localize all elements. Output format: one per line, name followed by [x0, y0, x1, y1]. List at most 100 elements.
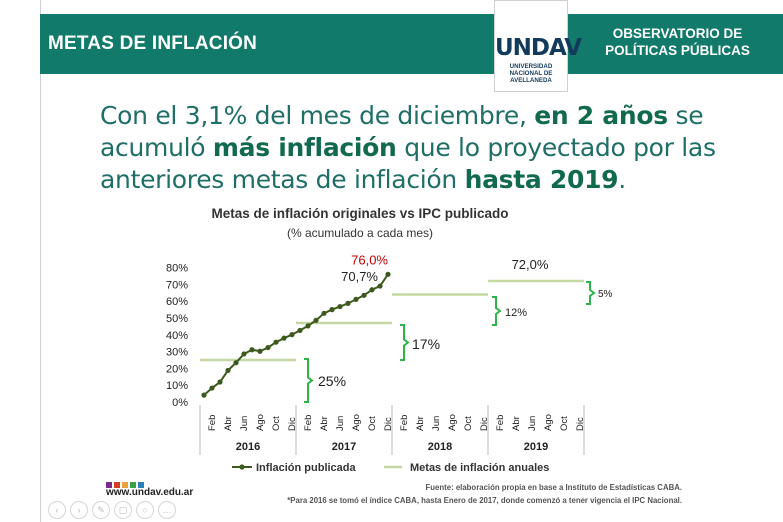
- headline-bold-3: hasta 2019: [464, 165, 619, 194]
- x-tick-label: Ago: [255, 414, 266, 431]
- copy-icon[interactable]: ▢: [114, 501, 132, 519]
- data-point: [273, 339, 279, 345]
- x-tick-label: Feb: [399, 415, 410, 431]
- data-point: [321, 310, 327, 316]
- observatorio-title: OBSERVATORIO DE POLÍTICAS PÚBLICAS: [575, 25, 780, 59]
- bracket: [586, 281, 596, 305]
- logo-line-2: NACIONAL DE: [509, 70, 553, 77]
- year-label: 2016: [236, 441, 260, 453]
- y-tick-label: 40%: [166, 330, 188, 342]
- year-label: 2017: [332, 441, 356, 453]
- headline: Con el 3,1% del mes de diciembre, en 2 a…: [100, 100, 780, 196]
- x-tick-label: Feb: [207, 415, 218, 431]
- website-url: www.undav.edu.ar: [106, 487, 194, 498]
- x-tick-label: Oct: [271, 416, 282, 431]
- data-point: [361, 292, 367, 298]
- prev-icon[interactable]: ‹: [48, 501, 66, 519]
- x-tick-label: Oct: [367, 416, 378, 431]
- x-tick-label: Jun: [239, 416, 250, 431]
- data-point: [257, 348, 263, 354]
- data-point: [377, 283, 383, 289]
- y-tick-label: 20%: [166, 363, 188, 375]
- x-tick-label: Feb: [303, 415, 314, 431]
- data-point: [201, 392, 207, 398]
- headline-part-3: que lo proyectado por las anteriores met…: [100, 133, 716, 194]
- brand-color-dots: [106, 475, 146, 493]
- footnote: *Para 2016 se tomó el índice CABA, hasta…: [287, 496, 682, 505]
- slide-left-rule: [40, 0, 41, 522]
- data-point: [305, 323, 311, 329]
- y-tick-label: 50%: [166, 313, 188, 325]
- data-point: [313, 317, 319, 323]
- more-icon[interactable]: …: [158, 501, 176, 519]
- y-tick-label: 60%: [166, 296, 188, 308]
- data-point: [281, 335, 287, 341]
- data-point: [249, 347, 255, 353]
- next-icon[interactable]: ›: [70, 501, 88, 519]
- legend-series-label: Inflación publicada: [256, 462, 357, 474]
- chart-title: Metas de inflación originales vs IPC pub…: [211, 206, 509, 221]
- target-label: 25%: [318, 373, 346, 389]
- x-tick-label: Abr: [319, 416, 330, 431]
- logo-line-3: AVELLANEDA: [510, 77, 552, 84]
- y-tick-label: 30%: [166, 347, 188, 359]
- data-point: [289, 332, 295, 338]
- x-tick-label: Abr: [223, 416, 234, 431]
- y-tick-label: 80%: [166, 263, 188, 275]
- x-tick-label: Dic: [383, 417, 394, 431]
- data-point: [369, 287, 375, 293]
- data-point: [385, 271, 391, 277]
- x-tick-label: Oct: [559, 416, 570, 431]
- data-point: [297, 327, 303, 334]
- data-point: [233, 360, 239, 366]
- y-tick-label: 70%: [166, 279, 188, 291]
- data-point: [353, 296, 359, 302]
- target-label: 12%: [505, 307, 527, 319]
- annotation-label: 70,7%: [341, 269, 378, 284]
- slide-nav-controls: ‹ › ✎ ▢ ○…: [48, 500, 180, 519]
- year-label: 2019: [524, 441, 548, 453]
- chart-subtitle: (% acumulado a cada mes): [286, 226, 434, 240]
- x-tick-label: Ago: [351, 414, 362, 431]
- source-note: Fuente: elaboración propia en base a Ins…: [425, 483, 682, 492]
- legend-target-label: Metas de inflación anuales: [410, 462, 549, 474]
- pen-icon[interactable]: ✎: [92, 501, 110, 519]
- zoom-icon[interactable]: ○: [136, 501, 154, 519]
- target-label: 5%: [598, 289, 613, 300]
- data-point: [265, 344, 271, 351]
- page-title: METAS DE INFLACIÓN: [48, 33, 258, 54]
- observatorio-line-1: OBSERVATORIO DE: [612, 26, 743, 41]
- headline-part-2: se acumuló: [100, 101, 704, 162]
- bracket: [492, 296, 502, 326]
- x-tick-label: Dic: [287, 417, 298, 431]
- x-tick-label: Dic: [575, 417, 586, 431]
- x-tick-label: Ago: [543, 414, 554, 431]
- x-tick-label: Ago: [447, 414, 458, 431]
- x-tick-label: Feb: [495, 415, 506, 431]
- x-tick-label: Abr: [415, 416, 426, 431]
- headline-bold-1: en 2 años: [534, 101, 668, 130]
- header-bar: [40, 14, 783, 74]
- bracket: [400, 324, 410, 361]
- x-tick-label: Dic: [479, 417, 490, 431]
- logo-line-1: UNIVERSIDAD: [509, 63, 553, 70]
- headline-part-4: .: [618, 165, 626, 194]
- legend-series-marker: [239, 464, 245, 470]
- x-tick-label: Oct: [463, 416, 474, 431]
- data-point: [217, 379, 223, 385]
- target-label: 17%: [412, 336, 440, 352]
- data-point: [209, 385, 215, 391]
- headline-bold-2: más inflación: [212, 133, 397, 162]
- annotation-label: 72,0%: [512, 257, 549, 272]
- x-tick-label: Jun: [335, 416, 346, 431]
- y-tick-label: 0%: [172, 397, 188, 409]
- observatorio-line-2: POLÍTICAS PÚBLICAS: [605, 43, 750, 58]
- data-point: [329, 307, 335, 313]
- bracket: [304, 358, 314, 403]
- undav-logo: UNDAV UNIVERSIDAD NACIONAL DE AVELLANEDA: [494, 0, 582, 92]
- x-tick-label: Jun: [431, 416, 442, 431]
- headline-part-1: Con el 3,1% del mes de diciembre,: [100, 101, 535, 130]
- year-label: 2018: [428, 441, 452, 453]
- data-point: [241, 351, 247, 357]
